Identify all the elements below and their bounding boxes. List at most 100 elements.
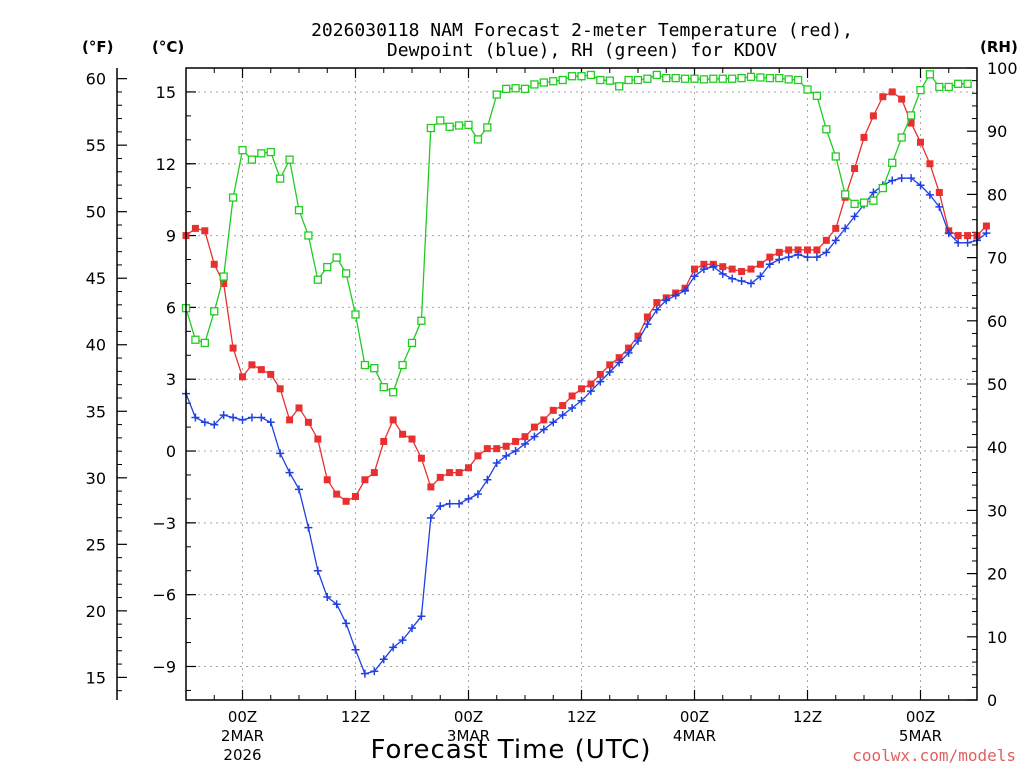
rh-point (680, 74, 690, 83)
temperature-point (879, 93, 887, 101)
rh-line (185, 73, 968, 394)
temperature-point (832, 224, 840, 232)
rh-point (247, 155, 257, 164)
rh-point (841, 190, 850, 199)
rh-point (925, 70, 935, 79)
temperature-point (728, 265, 736, 273)
rh-point (690, 74, 699, 83)
temperature-point (465, 464, 472, 472)
rh-point (850, 199, 859, 209)
celsius-tick-label: −3 (152, 514, 176, 533)
dewpoint-point (558, 411, 567, 420)
dewpoint-point (473, 490, 482, 499)
temperature-point (417, 454, 425, 462)
temperature-point (352, 493, 359, 501)
temperature-point (766, 253, 774, 261)
rh-tick-label: 70 (987, 249, 1007, 268)
rh-point (737, 73, 746, 83)
celsius-tick-label: 0 (166, 442, 176, 461)
temperature-point (691, 265, 698, 273)
temperature-point (822, 236, 830, 244)
dewpoint-point (681, 286, 690, 295)
rh-point (944, 82, 953, 92)
dewpoint-point (634, 336, 642, 345)
dewpoint-point (586, 387, 595, 396)
fahrenheit-tick-label: 55 (86, 136, 106, 155)
rh-point (765, 73, 774, 83)
dewpoint-point (332, 600, 341, 609)
rh-point (511, 84, 520, 93)
rh-point (906, 111, 916, 120)
rh-point (775, 73, 784, 83)
dewpoint-point (210, 420, 219, 429)
rh-point (417, 316, 426, 325)
rh-point (351, 310, 360, 319)
rh-point (266, 147, 275, 157)
dewpoint-point (775, 255, 784, 264)
x-tick-label: 00Z (680, 708, 709, 726)
rh-point (370, 364, 379, 373)
dewpoint-point (935, 202, 944, 211)
fahrenheit-tick-label: 45 (86, 269, 106, 288)
x-year-label: 2026 (223, 746, 261, 764)
temperature-point (304, 418, 312, 426)
dewpoint-point (549, 418, 558, 427)
rh-point (219, 272, 228, 281)
rh-point (502, 84, 511, 94)
dewpoint-point (530, 432, 539, 441)
dewpoint-point (671, 291, 680, 300)
dewpoint-point (907, 174, 916, 183)
fahrenheit-unit-label: (°F) (82, 38, 113, 56)
temperature-point (785, 246, 793, 254)
temperature-point (483, 445, 491, 453)
temperature-point (436, 473, 444, 481)
x-date-label: 4MAR (673, 727, 716, 745)
temperature-point (220, 279, 228, 287)
rh-point (379, 383, 388, 392)
rh-point (341, 269, 351, 278)
temperature-point (446, 469, 454, 477)
dewpoint-point (436, 502, 445, 511)
dewpoint-point (266, 418, 275, 427)
dewpoint-point (219, 411, 228, 420)
dewpoint-point (803, 253, 812, 262)
dewpoint-point (568, 403, 577, 412)
x-date-label: 5MAR (899, 727, 942, 745)
rh-point (200, 338, 209, 348)
dewpoint-point (417, 612, 426, 621)
dewpoint-point (370, 667, 379, 676)
rh-point (746, 72, 756, 81)
rh-point (728, 74, 737, 83)
temperature-point (804, 246, 811, 254)
rh-point (812, 91, 822, 100)
dewpoint-point (398, 636, 407, 645)
dewpoint-point (841, 224, 850, 233)
rh-point (483, 123, 492, 132)
rh-point (473, 135, 483, 144)
rh-point (313, 275, 322, 284)
dewpoint-point (652, 305, 661, 314)
fahrenheit-tick-label: 50 (86, 203, 106, 222)
dewpoint-point (916, 181, 925, 190)
rh-tick-label: 90 (987, 122, 1007, 141)
temperature-point (578, 385, 585, 393)
rh-point (935, 82, 944, 92)
rh-point (699, 75, 709, 84)
temperature-point (964, 232, 972, 240)
temperature-point (587, 380, 595, 388)
x-tick-label: 12Z (793, 708, 822, 726)
dewpoint-point (276, 449, 285, 458)
rh-point (257, 149, 266, 158)
dewpoint-point (888, 176, 897, 185)
fahrenheit-tick-label: 40 (86, 336, 106, 355)
rh-point (558, 75, 567, 85)
fahrenheit-tick-label: 35 (86, 402, 106, 421)
rh-unit-label: (RH) (980, 38, 1018, 56)
temperature-point (427, 483, 435, 491)
rh-point (567, 72, 577, 81)
temperature-point (267, 370, 275, 378)
plot-frame (185, 67, 978, 701)
celsius-tick-label: 9 (166, 227, 176, 246)
